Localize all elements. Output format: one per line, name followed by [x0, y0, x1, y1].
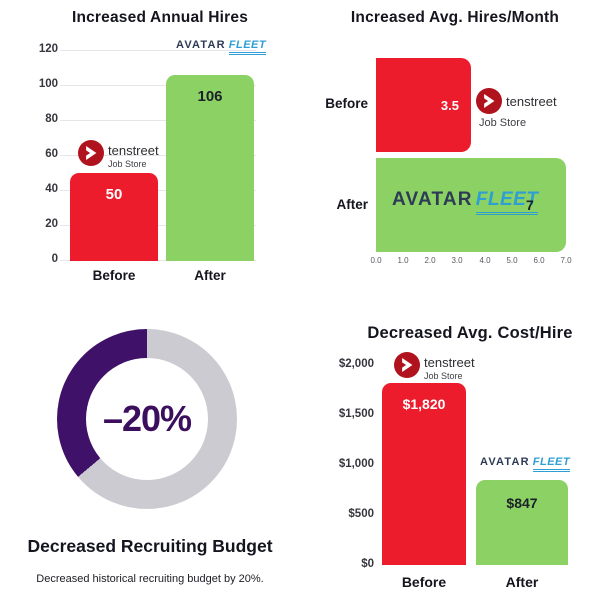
bar-after: $847: [476, 480, 568, 565]
y-axis-tick: 60: [45, 148, 58, 160]
gridline: [60, 120, 256, 121]
y-axis-tick: 120: [38, 43, 58, 55]
donut-ring: –20%: [57, 329, 237, 509]
x-category-after: After: [194, 268, 226, 283]
bar-after: 106: [166, 74, 254, 261]
tenstreet-logo-text: tenstreet: [108, 143, 159, 158]
chart-title: Decreased Avg. Cost/Hire: [367, 324, 573, 342]
gridline: [60, 85, 256, 86]
gridline: [60, 155, 256, 156]
y-category-after: After: [336, 197, 368, 212]
donut-center-label: –20%: [102, 398, 192, 439]
chart-avg-hires-month: Increased Avg. Hires/Month Before After …: [300, 0, 600, 300]
avatarfleet-logo: AVATAR FLEET: [176, 39, 267, 55]
x-axis-tick: 0.0: [370, 256, 382, 265]
tenstreet-logo: tenstreet Job Store: [78, 140, 159, 169]
tenstreet-logo: tenstreet Job Store: [394, 352, 475, 381]
tenstreet-chevron-icon: [78, 140, 104, 166]
y-axis-tick: 40: [45, 183, 58, 195]
tenstreet-logo-subtext: Job Store: [424, 370, 463, 381]
y-axis-tick: 20: [45, 218, 58, 230]
x-category-before: Before: [92, 268, 136, 283]
bar-before: $1,820: [382, 383, 466, 565]
avatarfleet-logo: AVATAR FLEET: [480, 456, 571, 472]
avatarfleet-logo-text: FLEET: [475, 189, 539, 215]
tenstreet-chevron-icon: [394, 352, 420, 378]
chart-recruiting-budget: –20% Decreased Recruiting Budget Decreas…: [0, 302, 300, 602]
y-axis-tick: $0: [361, 558, 374, 570]
chart-subtitle: Decreased historical recruiting budget b…: [36, 573, 264, 585]
gridline: [60, 190, 256, 191]
tenstreet-logo: tenstreet Job Store: [476, 88, 557, 129]
tenstreet-logo-text: tenstreet: [424, 355, 475, 370]
plot-area: 50 106: [60, 50, 256, 261]
chart-title: Increased Annual Hires: [71, 9, 249, 26]
x-category-after: After: [505, 574, 539, 590]
avatarfleet-logo-text: AVATAR: [392, 189, 473, 210]
x-category-before: Before: [401, 574, 447, 590]
bar-before: 50: [70, 173, 158, 261]
x-axis-tick: 6.0: [533, 256, 545, 265]
bar-after: AVATAR FLEET 7: [376, 158, 566, 252]
tenstreet-chevron-icon: [476, 88, 502, 114]
plot-area: 3.5 AVATAR FLEET 7: [376, 58, 566, 252]
x-axis-tick: 5.0: [506, 256, 518, 265]
bar-before: 3.5: [376, 58, 471, 152]
y-axis-tick: 100: [38, 78, 58, 90]
x-axis-tick: 3.0: [451, 256, 463, 265]
gridline: [60, 225, 256, 226]
y-axis-tick: 80: [45, 113, 58, 125]
x-axis-tick: 4.0: [479, 256, 491, 265]
tenstreet-logo-subtext: Job Store: [108, 158, 147, 169]
chart-title: Increased Avg. Hires/Month: [350, 9, 560, 26]
x-axis-tick: 1.0: [397, 256, 409, 265]
x-axis-tick: 7.0: [560, 256, 572, 265]
bar-value-label: 106: [197, 87, 223, 105]
chart-cost-per-hire: Decreased Avg. Cost/Hire $2,000 $1,500 $…: [300, 302, 600, 602]
avatarfleet-logo-text: AVATAR: [176, 39, 226, 51]
y-axis-tick: $1,000: [338, 458, 374, 470]
avatarfleet-logo: AVATAR FLEET: [392, 189, 539, 215]
tenstreet-logo-text: tenstreet: [506, 93, 557, 109]
chart-annual-hires: Increased Annual Hires AVATAR FLEET 120 …: [0, 0, 300, 300]
gridline: [60, 50, 256, 51]
avatarfleet-logo-text: AVATAR: [480, 456, 530, 468]
bar-value-label: $847: [506, 495, 538, 512]
bar-value-label: 50: [105, 186, 123, 204]
y-category-before: Before: [325, 96, 368, 111]
plot-area: $1,820 $847: [380, 365, 570, 565]
donut-hole: –20%: [86, 358, 208, 480]
y-axis-tick: $500: [348, 508, 374, 520]
avatarfleet-logo-text: FLEET: [532, 456, 571, 472]
y-axis-tick: $2,000: [338, 358, 374, 370]
tenstreet-logo-subtext: Job Store: [479, 117, 527, 129]
gridline: [60, 260, 256, 261]
bar-value-label: $1,820: [402, 396, 446, 412]
y-axis-tick: $1,500: [338, 408, 374, 420]
avatarfleet-logo-text: FLEET: [228, 39, 267, 55]
bar-value-label: 3.5: [440, 98, 459, 113]
y-axis-tick: 0: [51, 253, 58, 265]
x-axis-tick: 2.0: [424, 256, 436, 265]
bar-value-label: 7: [526, 197, 534, 213]
chart-title: Decreased Recruiting Budget: [27, 536, 273, 556]
